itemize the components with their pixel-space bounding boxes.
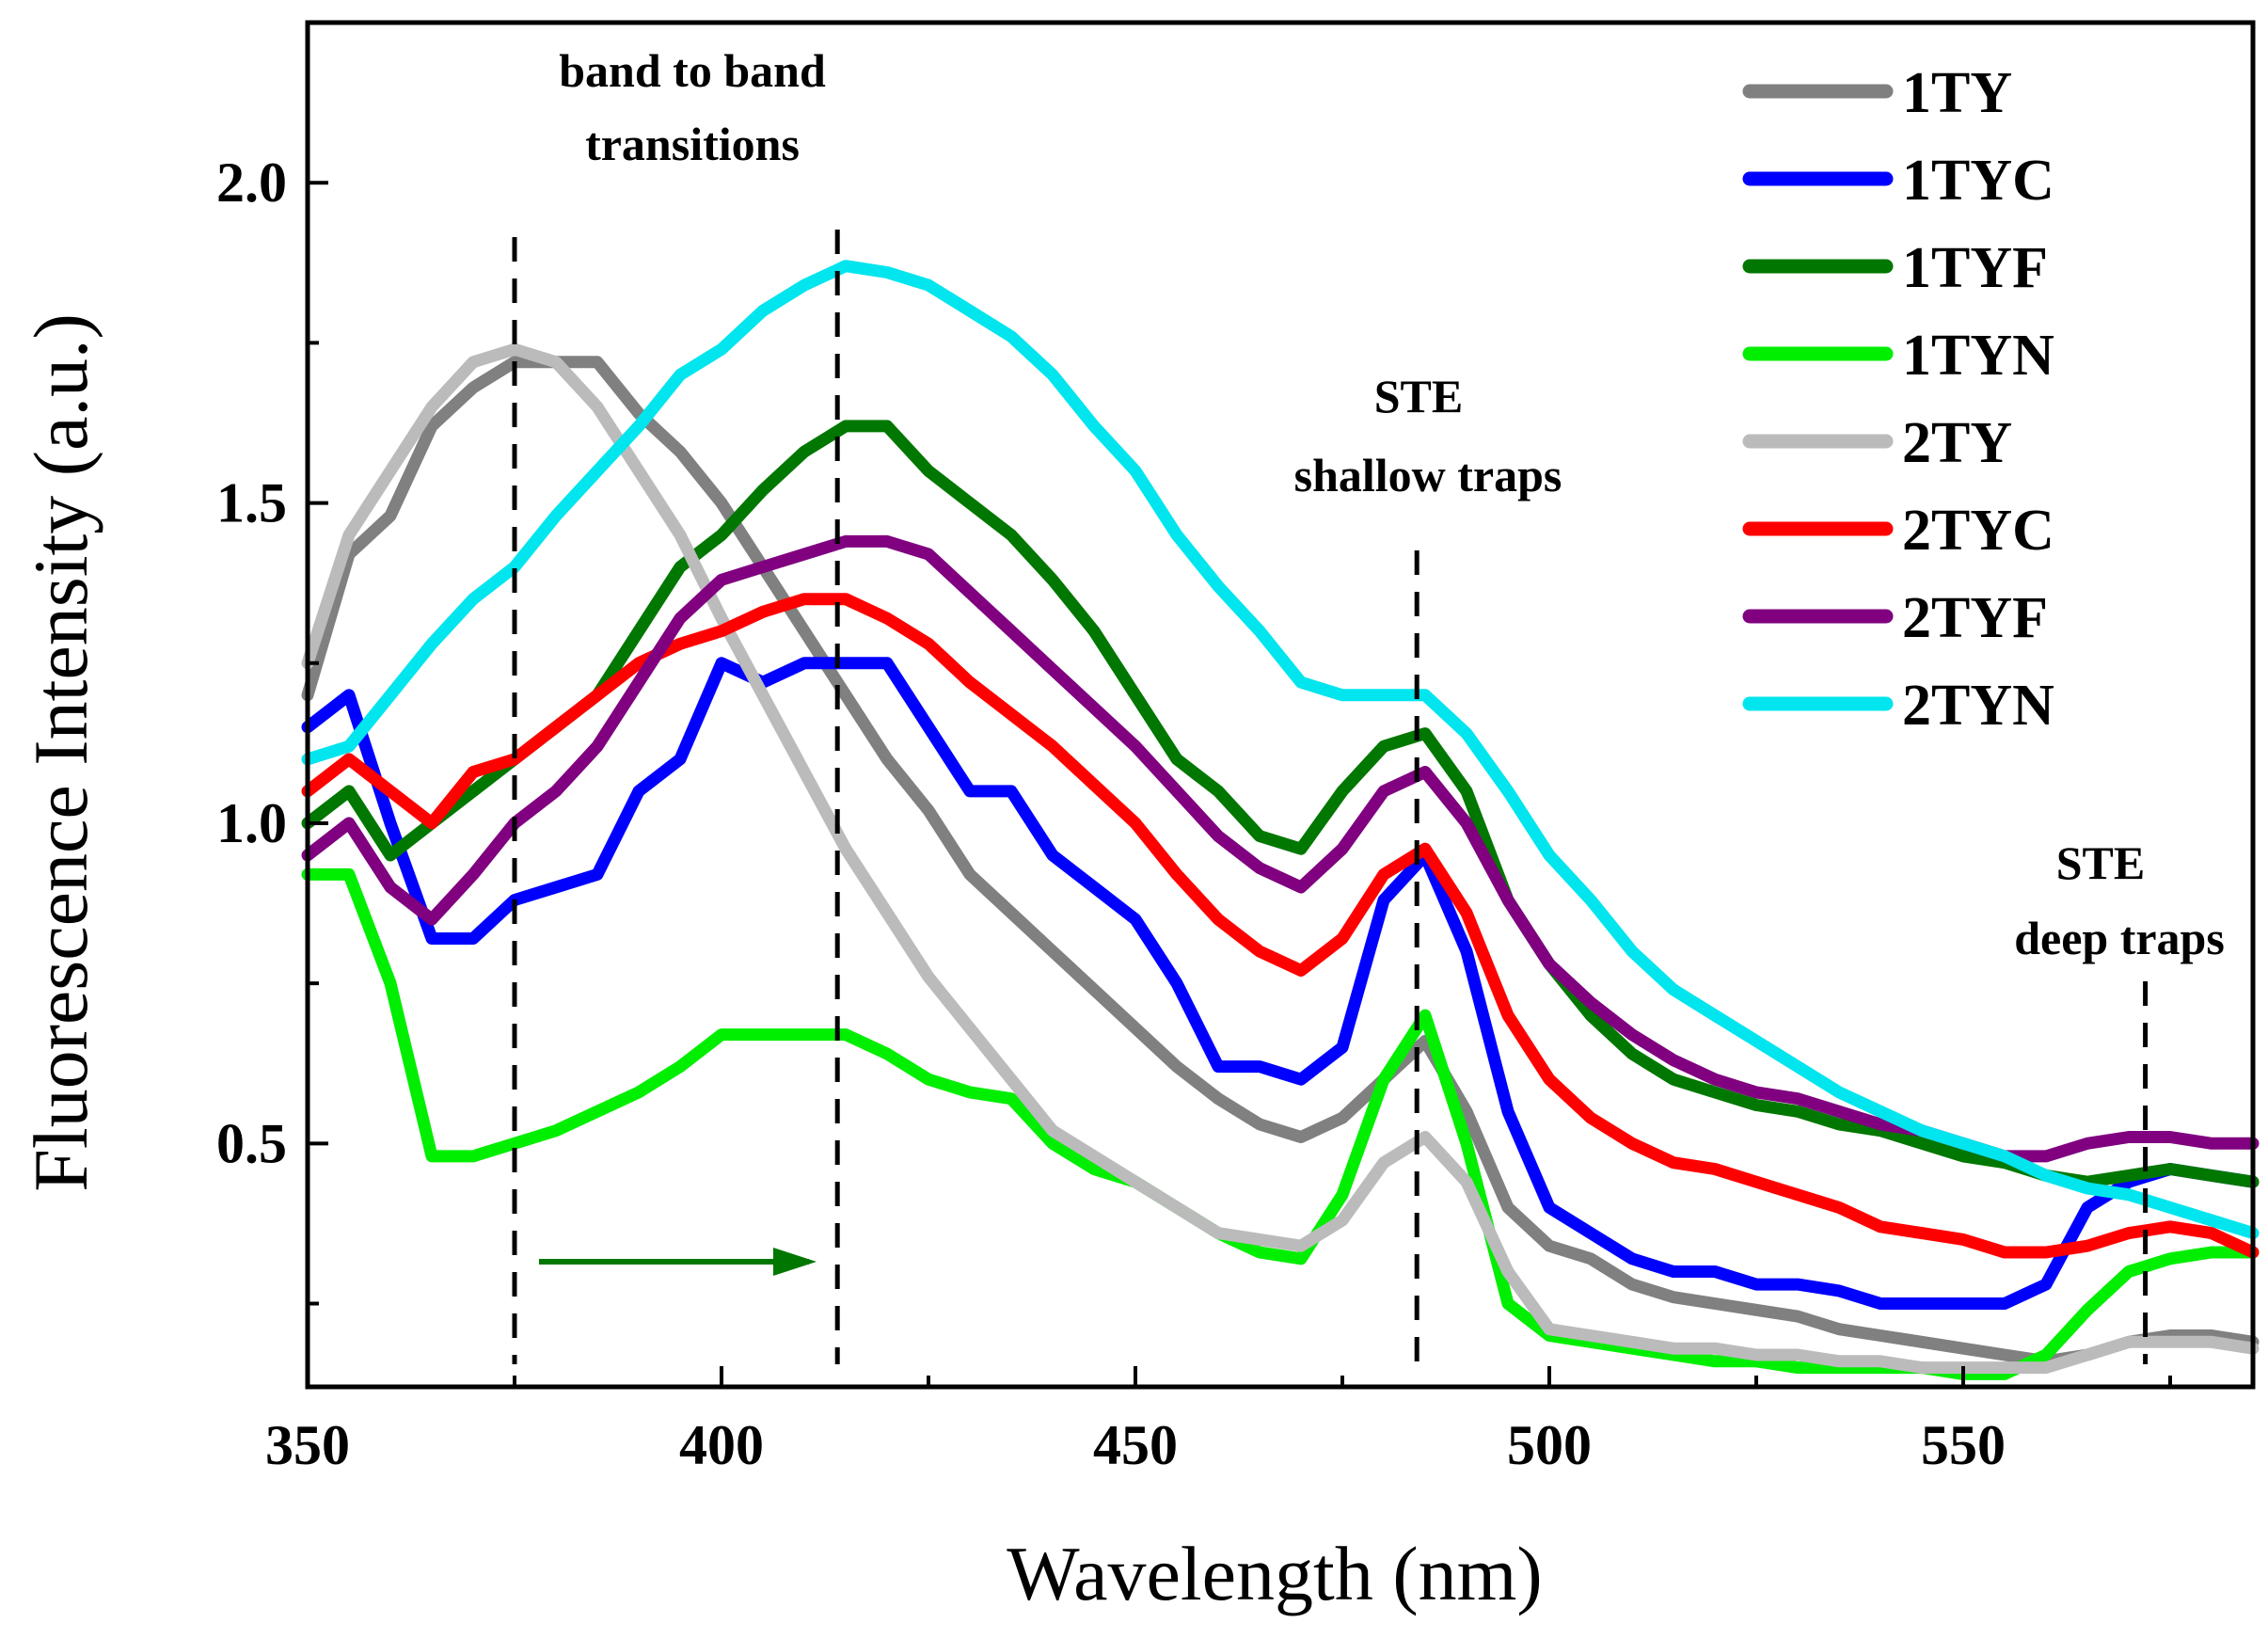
x-axis-title: Wavelength (nm) xyxy=(1007,1531,1542,1616)
annotation-band-line1: band to band xyxy=(559,44,826,97)
legend-label-1ty: 1TY xyxy=(1902,61,2012,125)
plot-frame xyxy=(305,20,2256,1390)
annotation-band-line2: transitions xyxy=(585,118,800,170)
x-tick-label: 500 xyxy=(1507,1414,1592,1476)
annotation-deep-line2: deep traps xyxy=(2014,912,2225,964)
tick-layer: 350 400 450 500 550 0.5 1.0 1.5 2.0 xyxy=(216,151,2172,1476)
y-tick-label: 2.0 xyxy=(216,151,287,214)
series-line-2tyc xyxy=(301,593,2260,1259)
legend-label-2tyc: 2TYC xyxy=(1902,499,2054,563)
x-tick-label: 450 xyxy=(1093,1414,1178,1476)
y-axis-title: Fluorescence Intensity (a.u.) xyxy=(18,313,103,1192)
series-line-2ty xyxy=(301,342,2260,1375)
y-tick-label: 1.0 xyxy=(216,792,287,854)
series-line-1tyc xyxy=(301,657,2260,1310)
y-tick-label: 0.5 xyxy=(216,1112,287,1174)
legend-label-2ty: 2TY xyxy=(1902,411,2012,475)
series-line-2tyn xyxy=(301,260,2260,1240)
legend-label-1tyf: 1TYF xyxy=(1902,236,2048,300)
shift-arrow-head xyxy=(773,1248,817,1276)
y-tick-label: 1.5 xyxy=(216,472,287,534)
x-tick-label: 400 xyxy=(679,1414,764,1476)
legend-label-2tyn: 2TYN xyxy=(1902,674,2054,738)
vline-layer xyxy=(512,230,2149,1364)
legend: 1TY 1TYC 1TYF 1TYN 2TY 2TYC 2TYF 2TYN xyxy=(1742,61,2054,738)
legend-label-1tyc: 1TYC xyxy=(1902,149,2054,213)
annotation-deep-line1: STE xyxy=(2056,836,2146,889)
annotation-shallow-line2: shallow traps xyxy=(1294,449,1562,501)
series-line-1tyf xyxy=(301,420,2260,1188)
series-layer xyxy=(301,260,2260,1380)
annotation-shallow-line1: STE xyxy=(1374,370,1464,422)
series-line-1ty xyxy=(301,356,2260,1368)
x-tick-label: 550 xyxy=(1921,1414,2006,1476)
x-tick-label: 350 xyxy=(265,1414,350,1476)
legend-label-2tyf: 2TYF xyxy=(1902,586,2048,650)
legend-label-1tyn: 1TYN xyxy=(1902,324,2054,388)
